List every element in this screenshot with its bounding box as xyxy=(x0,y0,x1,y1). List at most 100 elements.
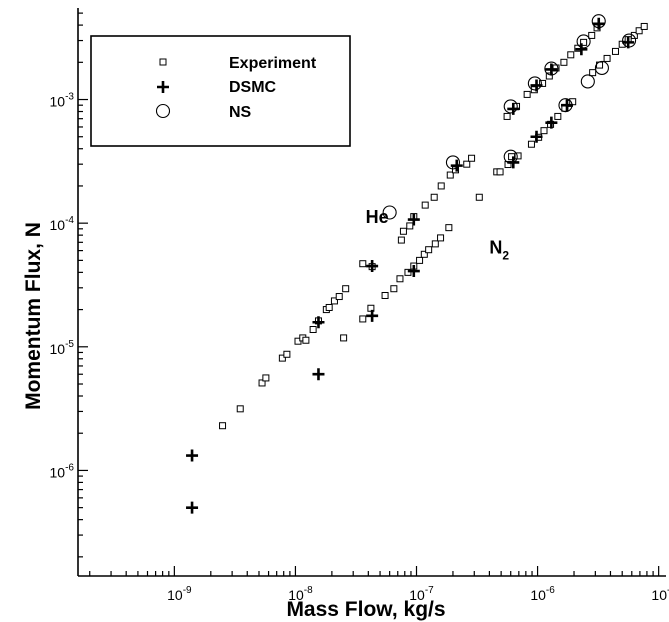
experiment-point xyxy=(416,256,424,264)
experiment-point xyxy=(278,354,286,362)
experiment-point xyxy=(463,160,471,168)
experiment-point xyxy=(236,405,244,413)
dsmc-point xyxy=(575,43,588,56)
ticks: 10-910-810-710-610-510-610-510-410-3 xyxy=(50,12,669,603)
experiment-point xyxy=(514,152,522,160)
annotation-main: N xyxy=(489,237,502,257)
experiment-point xyxy=(603,54,611,62)
experiment-point xyxy=(396,275,404,283)
experiment-point xyxy=(552,64,560,72)
ns-point xyxy=(382,205,397,220)
experiment-point xyxy=(640,22,648,30)
legend-marker-ns xyxy=(155,103,171,119)
experiment-point xyxy=(330,297,338,305)
experiment-point xyxy=(431,240,439,248)
y-tick-label: 10-5 xyxy=(50,339,75,357)
experiment-point xyxy=(496,168,504,176)
y-tick-label-exponent: -5 xyxy=(65,339,74,350)
axes xyxy=(77,8,666,577)
experiment-point xyxy=(445,224,453,232)
dsmc-point xyxy=(545,116,558,129)
dsmc-point xyxy=(186,449,199,462)
experiment-point xyxy=(630,31,638,39)
experiment-point xyxy=(539,79,547,87)
y-tick-label-base: 10 xyxy=(50,341,66,357)
y-tick-label-exponent: -6 xyxy=(65,462,74,473)
x-tick-label: 10-5 xyxy=(651,585,669,603)
experiment-point xyxy=(540,127,548,135)
y-tick-label-base: 10 xyxy=(50,217,66,233)
legend-box xyxy=(90,35,351,147)
experiment-point xyxy=(475,193,483,201)
ns-point xyxy=(594,60,609,76)
ns-point xyxy=(544,61,559,76)
experiment-point xyxy=(588,31,596,39)
dsmc-point xyxy=(366,260,379,273)
ns-point xyxy=(503,149,518,164)
x-tick-label-exponent: -5 xyxy=(667,585,669,596)
y-tick-label-base: 10 xyxy=(50,94,66,110)
legend: Experiment DSMC NS xyxy=(90,35,351,147)
experiment-point xyxy=(567,51,575,59)
experiment-point xyxy=(430,193,438,201)
dsmc-point xyxy=(407,213,420,226)
legend-label-ns: NS xyxy=(229,104,252,121)
experiment-point xyxy=(340,334,348,342)
experiment-point xyxy=(437,182,445,190)
ns-point xyxy=(503,99,518,114)
experiment-point xyxy=(421,201,429,209)
experiment-point xyxy=(406,222,414,230)
x-tick-label-exponent: -6 xyxy=(546,585,555,596)
experiment-point xyxy=(302,336,310,344)
x-tick-label: 10-6 xyxy=(530,585,555,603)
y-tick-label: 10-6 xyxy=(50,462,75,480)
dsmc-point xyxy=(530,130,543,143)
experiment-point xyxy=(404,268,412,276)
dsmc-point xyxy=(312,316,325,329)
x-tick-label-exponent: -8 xyxy=(304,585,313,596)
ns-point xyxy=(445,155,461,170)
x-tick-label-exponent: -9 xyxy=(183,585,192,596)
x-tick-label: 10-9 xyxy=(167,585,192,603)
experiment-point xyxy=(309,326,317,334)
experiment-point xyxy=(359,260,367,268)
dsmc-point xyxy=(561,99,574,112)
x-tick-label-base: 10 xyxy=(530,587,546,603)
experiment-point xyxy=(425,246,433,254)
series-dsmc xyxy=(186,17,635,514)
series-experiment xyxy=(219,22,648,430)
dsmc-point xyxy=(450,159,463,172)
experiment-point xyxy=(262,374,270,382)
x-tick-label-exponent: -7 xyxy=(425,585,434,596)
data-points xyxy=(186,14,648,514)
annotation-label: N2 xyxy=(489,237,509,262)
x-axis-title: Mass Flow, kg/s xyxy=(286,598,445,621)
experiment-point xyxy=(554,112,562,120)
experiment-point xyxy=(420,250,428,258)
experiment-point xyxy=(545,72,553,80)
ns-point xyxy=(622,33,637,48)
x-tick-label-base: 10 xyxy=(288,587,304,603)
legend-markers xyxy=(155,58,171,119)
experiment-point xyxy=(381,291,389,299)
experiment-point xyxy=(446,171,454,179)
legend-label-dsmc: DSMC xyxy=(229,79,277,96)
x-tick-label-base: 10 xyxy=(167,587,183,603)
ns-point xyxy=(576,34,591,49)
legend-marker-experiment xyxy=(159,58,167,66)
experiment-point xyxy=(635,27,643,35)
x-tick-label: 10-7 xyxy=(409,585,434,603)
experiment-point xyxy=(325,303,333,311)
ns-point xyxy=(591,14,606,29)
annotation-label: He xyxy=(366,207,389,227)
x-tick-label: 10-8 xyxy=(288,585,313,603)
dsmc-point xyxy=(545,63,558,76)
dsmc-point xyxy=(366,309,379,322)
experiment-point xyxy=(437,234,445,242)
experiment-point xyxy=(342,285,350,293)
x-tick-label-base: 10 xyxy=(651,587,667,603)
legend-marker-dsmc xyxy=(157,81,169,93)
experiment-point xyxy=(283,350,291,358)
experiment-point xyxy=(527,140,535,148)
